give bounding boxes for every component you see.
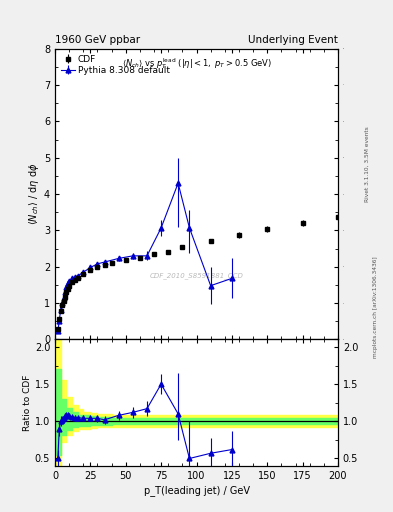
X-axis label: p_T(leading jet) / GeV: p_T(leading jet) / GeV xyxy=(143,485,250,496)
Text: CDF_2010_S8591881_CCD: CDF_2010_S8591881_CCD xyxy=(150,272,243,279)
Text: Underlying Event: Underlying Event xyxy=(248,35,338,45)
Legend: CDF, Pythia 8.308 default: CDF, Pythia 8.308 default xyxy=(59,53,171,77)
Y-axis label: Ratio to CDF: Ratio to CDF xyxy=(23,374,32,431)
Text: mcplots.cern.ch [arXiv:1306.3436]: mcplots.cern.ch [arXiv:1306.3436] xyxy=(373,257,378,358)
Text: Rivet 3.1.10, 3.5M events: Rivet 3.1.10, 3.5M events xyxy=(365,126,370,202)
Y-axis label: $\langle N_{ch}\rangle$ / d$\eta$ d$\phi$: $\langle N_{ch}\rangle$ / d$\eta$ d$\phi… xyxy=(27,163,41,225)
Text: 1960 GeV ppbar: 1960 GeV ppbar xyxy=(55,35,140,45)
Text: $\langle N_{ch}\rangle$ vs $p_T^{\rm lead}$ ($|\eta|<1,\ p_T > 0.5$ GeV): $\langle N_{ch}\rangle$ vs $p_T^{\rm lea… xyxy=(121,56,272,71)
